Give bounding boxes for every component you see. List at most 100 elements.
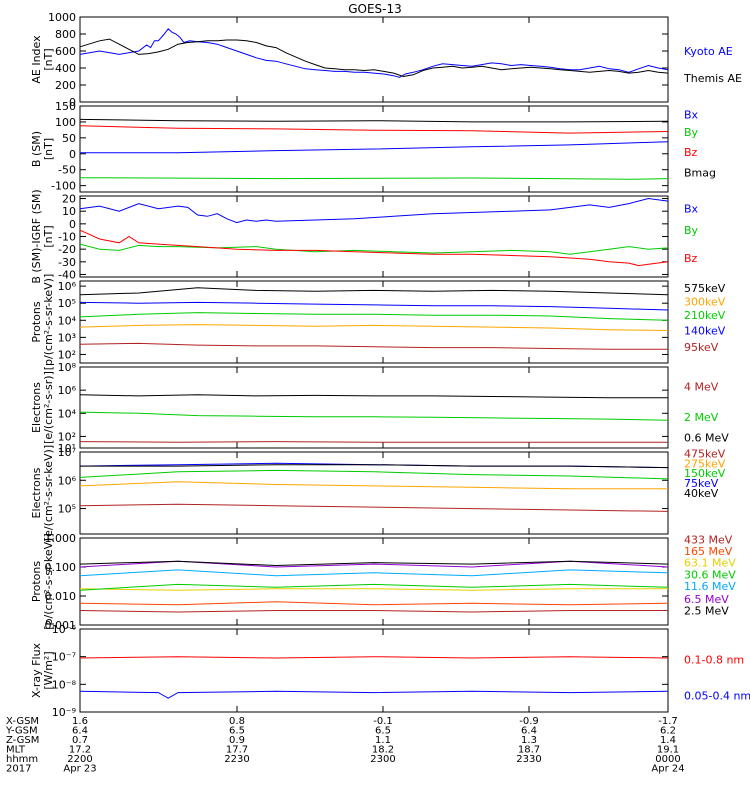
series-line-Kyoto-AE [79, 28, 669, 78]
y-tick-label: 10³ [58, 331, 76, 344]
y-axis-label: [e/(cm²-s-sr-keV)] [42, 445, 55, 541]
series-line-2.5-MeV [79, 560, 669, 567]
legend-label: 0.1-0.8 nm [684, 653, 744, 666]
x-table-value: 1.3 [521, 735, 537, 746]
legend-label: 0.6 MeV [684, 432, 729, 445]
y-tick-label: -30 [58, 256, 76, 269]
x-table-value: 6.5 [229, 726, 245, 737]
legend-label: 2 MeV [684, 411, 719, 424]
y-tick-label: 10¹ [58, 442, 76, 455]
x-table-value: 1.1 [375, 735, 391, 746]
y-tick-label: 0.100 [45, 561, 77, 574]
x-table-value: 17.2 [69, 745, 91, 756]
x-table-row-label: X-GSM [6, 716, 39, 727]
x-table-value: 6.5 [375, 726, 391, 737]
x-table-value: 19.1 [657, 745, 679, 756]
x-table-value: Apr 23 [63, 764, 96, 775]
legend-label: 140keV [684, 325, 726, 338]
x-table-value: 2230 [224, 754, 249, 765]
legend-label: 210keV [684, 309, 726, 322]
y-tick-label: 10² [58, 348, 76, 361]
y-axis-label: [W/m²] [42, 651, 55, 689]
legend-label: 275keV [684, 457, 726, 470]
y-axis-label: Protons [30, 561, 43, 602]
series-line-150keV [79, 469, 669, 480]
series-line-Bz [79, 125, 669, 134]
series-line-40keV [80, 464, 669, 469]
x-table-value: 17.7 [226, 745, 248, 756]
legend-label: 95keV [684, 341, 719, 354]
y-tick-label: -50 [58, 164, 76, 177]
y-tick-label: 200 [55, 79, 76, 92]
y-tick-label: 10⁵ [58, 503, 76, 516]
series-line-By [79, 243, 669, 255]
series-line-275keV [79, 481, 668, 490]
panel-frame-bigrf [79, 195, 669, 278]
series-line-Themis-AE [79, 38, 669, 78]
series-line-By [79, 177, 669, 180]
x-table-row-label: Z-GSM [6, 735, 39, 746]
series-line-63.1-MeV [79, 588, 668, 591]
y-axis-label: [nT] [42, 225, 55, 247]
y-tick-label: 100 [55, 116, 76, 129]
legend-label: 30.6 MeV [684, 568, 736, 581]
y-tick-label: 0 [69, 96, 76, 109]
y-tick-label: 20 [62, 193, 76, 206]
series-line-300keV [79, 324, 669, 331]
y-tick-label: 10⁻⁶ [52, 623, 77, 636]
panel-frame-xray [79, 628, 669, 713]
y-tick-label: 10⁸ [58, 361, 77, 374]
chart-title: GOES-13 [348, 2, 402, 16]
y-tick-label: -100 [51, 180, 76, 193]
legend-label: Bx [684, 109, 699, 122]
x-table-row-label: MLT [6, 745, 26, 756]
series-line-Bmag [79, 118, 669, 123]
x-table-value: -0.1 [373, 716, 393, 727]
series-line-0.1-0.8-nm [79, 656, 669, 659]
legend-label: 6.5 MeV [684, 593, 729, 606]
y-tick-label: 1000 [48, 11, 76, 24]
panel-frame-protons_mev [79, 537, 669, 626]
y-tick-label: 10⁷ [58, 446, 76, 459]
legend-label: 63.1 MeV [684, 557, 736, 570]
series-line-4-MeV [79, 441, 668, 443]
legend-label: 40keV [684, 487, 719, 500]
x-table-value: 2300 [370, 754, 395, 765]
series-line-Bx [79, 197, 669, 224]
panel-frame-protons_kev [79, 280, 669, 364]
y-axis-label: [e/(cm²-s-sr)] [42, 371, 55, 444]
y-tick-label: 10⁴ [58, 407, 77, 420]
series-line-0.05-0.4-nm [79, 690, 669, 699]
x-table-row-label: Y-GSM [5, 726, 38, 737]
y-axis-label: B (SM) [30, 131, 43, 167]
x-table-value: 0.8 [229, 716, 245, 727]
y-tick-label: 150 [55, 100, 76, 113]
y-tick-label: -20 [58, 243, 76, 256]
y-tick-label: 10⁻⁹ [52, 706, 76, 719]
y-axis-label: [p/(cm²-s-sr-keV)] [42, 274, 55, 371]
y-tick-label: 10² [58, 430, 76, 443]
legend-label: By [684, 126, 699, 139]
legend-label: Bmag [684, 166, 716, 179]
legend-label: Bz [684, 252, 698, 265]
x-table-value: 0.9 [229, 735, 245, 746]
legend-label: 75keV [684, 477, 719, 490]
y-tick-label: 0 [69, 148, 76, 161]
series-line-95keV [79, 342, 668, 350]
legend-label: 150keV [684, 467, 726, 480]
x-table-value: 2330 [516, 754, 541, 765]
series-line-11.6-MeV [79, 569, 669, 577]
legend-label: Bz [684, 146, 698, 159]
y-tick-label: 600 [55, 45, 76, 58]
y-axis-label: B (SM)-IGRF (SM) [30, 189, 43, 283]
y-axis-label: Electrons [30, 467, 43, 518]
x-table-value: 18.2 [372, 745, 394, 756]
series-line-0.6-MeV [79, 394, 668, 399]
series-line-140keV [79, 301, 669, 311]
y-tick-label: 400 [55, 62, 76, 75]
y-tick-label: -40 [58, 268, 76, 281]
x-table-value: -0.9 [519, 716, 539, 727]
x-table-row-label: 2017 [6, 764, 31, 775]
legend-label: 165 MeV [684, 545, 733, 558]
panel-frame-ae [79, 16, 669, 103]
